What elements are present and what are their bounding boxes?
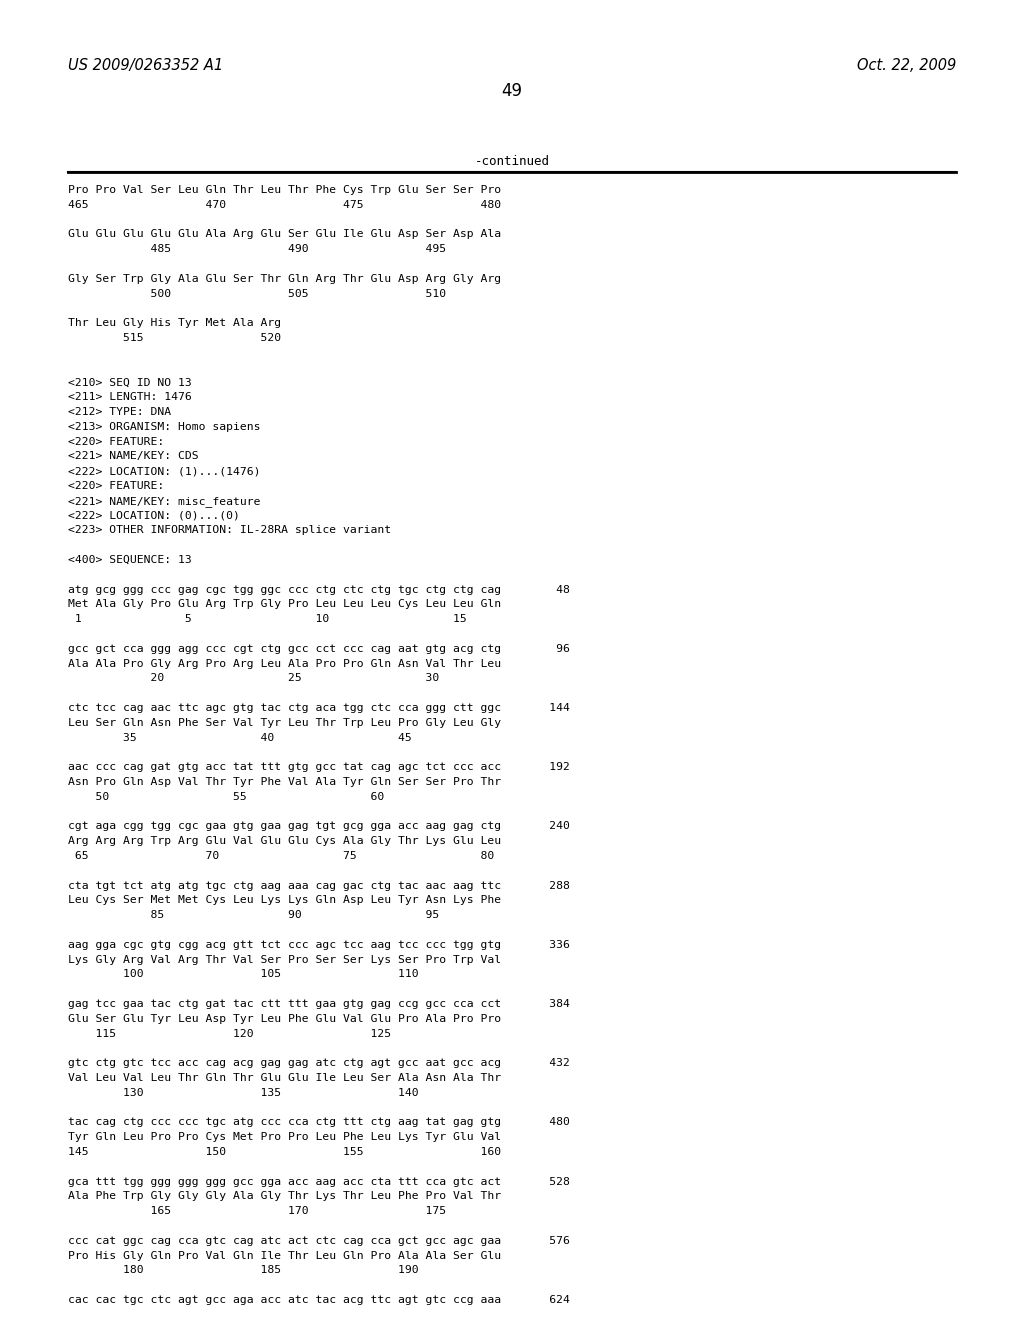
Text: 20                  25                  30: 20 25 30 [68,673,439,684]
Text: Gly Ser Trp Gly Ala Glu Ser Thr Gln Arg Thr Glu Asp Arg Gly Arg: Gly Ser Trp Gly Ala Glu Ser Thr Gln Arg … [68,273,501,284]
Text: gca ttt tgg ggg ggg ggg gcc gga acc aag acc cta ttt cca gtc act       528: gca ttt tgg ggg ggg ggg gcc gga acc aag … [68,1176,570,1187]
Text: Oct. 22, 2009: Oct. 22, 2009 [857,58,956,73]
Text: 65                 70                  75                  80: 65 70 75 80 [68,851,495,861]
Text: gag tcc gaa tac ctg gat tac ctt ttt gaa gtg gag ccg gcc cca cct       384: gag tcc gaa tac ctg gat tac ctt ttt gaa … [68,999,570,1008]
Text: <210> SEQ ID NO 13: <210> SEQ ID NO 13 [68,378,191,387]
Text: cgt aga cgg tgg cgc gaa gtg gaa gag tgt gcg gga acc aag gag ctg       240: cgt aga cgg tgg cgc gaa gtg gaa gag tgt … [68,821,570,832]
Text: Leu Ser Gln Asn Phe Ser Val Tyr Leu Thr Trp Leu Pro Gly Leu Gly: Leu Ser Gln Asn Phe Ser Val Tyr Leu Thr … [68,718,501,727]
Text: <223> OTHER INFORMATION: IL-28RA splice variant: <223> OTHER INFORMATION: IL-28RA splice … [68,525,391,536]
Text: <220> FEATURE:: <220> FEATURE: [68,480,164,491]
Text: 35                  40                  45: 35 40 45 [68,733,412,743]
Text: 180                 185                 190: 180 185 190 [68,1266,419,1275]
Text: aac ccc cag gat gtg acc tat ttt gtg gcc tat cag agc tct ccc acc       192: aac ccc cag gat gtg acc tat ttt gtg gcc … [68,762,570,772]
Text: <221> NAME/KEY: CDS: <221> NAME/KEY: CDS [68,451,199,462]
Text: 515                 520: 515 520 [68,333,282,343]
Text: gtc ctg gtc tcc acc cag acg gag gag atc ctg agt gcc aat gcc acg       432: gtc ctg gtc tcc acc cag acg gag gag atc … [68,1059,570,1068]
Text: cta tgt tct atg atg tgc ctg aag aaa cag gac ctg tac aac aag ttc       288: cta tgt tct atg atg tgc ctg aag aaa cag … [68,880,570,891]
Text: ccc cat ggc cag cca gtc cag atc act ctc cag cca gct gcc agc gaa       576: ccc cat ggc cag cca gtc cag atc act ctc … [68,1236,570,1246]
Text: tac cag ctg ccc ccc tgc atg ccc cca ctg ttt ctg aag tat gag gtg       480: tac cag ctg ccc ccc tgc atg ccc cca ctg … [68,1118,570,1127]
Text: 500                 505                 510: 500 505 510 [68,289,446,298]
Text: Met Ala Gly Pro Glu Arg Trp Gly Pro Leu Leu Leu Cys Leu Leu Gln: Met Ala Gly Pro Glu Arg Trp Gly Pro Leu … [68,599,501,610]
Text: Thr Leu Gly His Tyr Met Ala Arg: Thr Leu Gly His Tyr Met Ala Arg [68,318,282,329]
Text: atg gcg ggg ccc gag cgc tgg ggc ccc ctg ctc ctg tgc ctg ctg cag        48: atg gcg ggg ccc gag cgc tgg ggc ccc ctg … [68,585,570,594]
Text: <222> LOCATION: (0)...(0): <222> LOCATION: (0)...(0) [68,511,240,520]
Text: -continued: -continued [474,154,550,168]
Text: 100                 105                 110: 100 105 110 [68,969,419,979]
Text: <212> TYPE: DNA: <212> TYPE: DNA [68,407,171,417]
Text: 485                 490                 495: 485 490 495 [68,244,446,255]
Text: ctc tcc cag aac ttc agc gtg tac ctg aca tgg ctc cca ggg ctt ggc       144: ctc tcc cag aac ttc agc gtg tac ctg aca … [68,704,570,713]
Text: <400> SEQUENCE: 13: <400> SEQUENCE: 13 [68,554,191,565]
Text: Ala Phe Trp Gly Gly Gly Ala Gly Thr Lys Thr Leu Phe Pro Val Thr: Ala Phe Trp Gly Gly Gly Ala Gly Thr Lys … [68,1192,501,1201]
Text: aag gga cgc gtg cgg acg gtt tct ccc agc tcc aag tcc ccc tgg gtg       336: aag gga cgc gtg cgg acg gtt tct ccc agc … [68,940,570,950]
Text: <222> LOCATION: (1)...(1476): <222> LOCATION: (1)...(1476) [68,466,260,477]
Text: Glu Glu Glu Glu Glu Ala Arg Glu Ser Glu Ile Glu Asp Ser Asp Ala: Glu Glu Glu Glu Glu Ala Arg Glu Ser Glu … [68,230,501,239]
Text: <213> ORGANISM: Homo sapiens: <213> ORGANISM: Homo sapiens [68,422,260,432]
Text: Tyr Gln Leu Pro Pro Cys Met Pro Pro Leu Phe Leu Lys Tyr Glu Val: Tyr Gln Leu Pro Pro Cys Met Pro Pro Leu … [68,1133,501,1142]
Text: 130                 135                 140: 130 135 140 [68,1088,419,1098]
Text: 49: 49 [502,82,522,100]
Text: cac cac tgc ctc agt gcc aga acc atc tac acg ttc agt gtc ccg aaa       624: cac cac tgc ctc agt gcc aga acc atc tac … [68,1295,570,1305]
Text: 165                 170                 175: 165 170 175 [68,1206,446,1216]
Text: Ala Ala Pro Gly Arg Pro Arg Leu Ala Pro Pro Gln Asn Val Thr Leu: Ala Ala Pro Gly Arg Pro Arg Leu Ala Pro … [68,659,501,669]
Text: Glu Ser Glu Tyr Leu Asp Tyr Leu Phe Glu Val Glu Pro Ala Pro Pro: Glu Ser Glu Tyr Leu Asp Tyr Leu Phe Glu … [68,1014,501,1024]
Text: 1               5                  10                  15: 1 5 10 15 [68,614,467,624]
Text: 465                 470                 475                 480: 465 470 475 480 [68,199,501,210]
Text: gcc gct cca ggg agg ccc cgt ctg gcc cct ccc cag aat gtg acg ctg        96: gcc gct cca ggg agg ccc cgt ctg gcc cct … [68,644,570,653]
Text: Asn Pro Gln Asp Val Thr Tyr Phe Val Ala Tyr Gln Ser Ser Pro Thr: Asn Pro Gln Asp Val Thr Tyr Phe Val Ala … [68,777,501,787]
Text: Arg Arg Arg Trp Arg Glu Val Glu Glu Cys Ala Gly Thr Lys Glu Leu: Arg Arg Arg Trp Arg Glu Val Glu Glu Cys … [68,836,501,846]
Text: Val Leu Val Leu Thr Gln Thr Glu Glu Ile Leu Ser Ala Asn Ala Thr: Val Leu Val Leu Thr Gln Thr Glu Glu Ile … [68,1073,501,1082]
Text: US 2009/0263352 A1: US 2009/0263352 A1 [68,58,223,73]
Text: <221> NAME/KEY: misc_feature: <221> NAME/KEY: misc_feature [68,496,260,507]
Text: Lys Gly Arg Val Arg Thr Val Ser Pro Ser Ser Lys Ser Pro Trp Val: Lys Gly Arg Val Arg Thr Val Ser Pro Ser … [68,954,501,965]
Text: <211> LENGTH: 1476: <211> LENGTH: 1476 [68,392,191,403]
Text: 85                  90                  95: 85 90 95 [68,911,439,920]
Text: Leu Cys Ser Met Met Cys Leu Lys Lys Gln Asp Leu Tyr Asn Lys Phe: Leu Cys Ser Met Met Cys Leu Lys Lys Gln … [68,895,501,906]
Text: 145                 150                 155                 160: 145 150 155 160 [68,1147,501,1158]
Text: <220> FEATURE:: <220> FEATURE: [68,437,164,446]
Text: 50                  55                  60: 50 55 60 [68,792,384,801]
Text: 115                 120                 125: 115 120 125 [68,1028,391,1039]
Text: Pro Pro Val Ser Leu Gln Thr Leu Thr Phe Cys Trp Glu Ser Ser Pro: Pro Pro Val Ser Leu Gln Thr Leu Thr Phe … [68,185,501,195]
Text: Pro His Gly Gln Pro Val Gln Ile Thr Leu Gln Pro Ala Ala Ser Glu: Pro His Gly Gln Pro Val Gln Ile Thr Leu … [68,1250,501,1261]
